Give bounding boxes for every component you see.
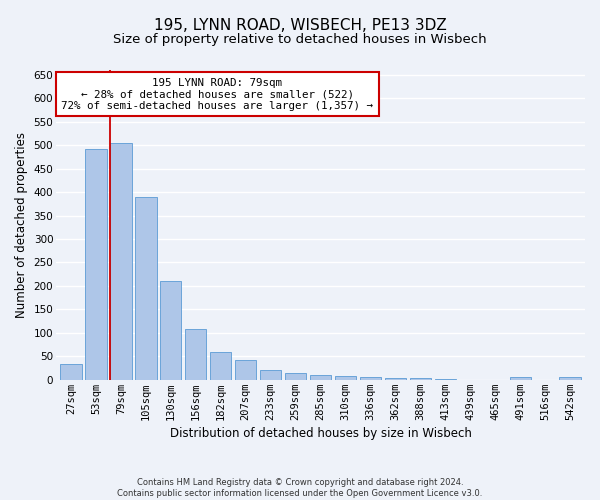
Bar — [210, 352, 232, 380]
Bar — [61, 364, 82, 380]
Bar — [335, 376, 356, 380]
Bar — [310, 375, 331, 380]
Bar — [260, 370, 281, 380]
Bar — [509, 378, 531, 380]
Text: 195 LYNN ROAD: 79sqm
← 28% of detached houses are smaller (522)
72% of semi-deta: 195 LYNN ROAD: 79sqm ← 28% of detached h… — [61, 78, 373, 111]
Text: Contains HM Land Registry data © Crown copyright and database right 2024.
Contai: Contains HM Land Registry data © Crown c… — [118, 478, 482, 498]
Bar — [434, 379, 456, 380]
Bar — [110, 143, 131, 380]
Text: 195, LYNN ROAD, WISBECH, PE13 3DZ: 195, LYNN ROAD, WISBECH, PE13 3DZ — [154, 18, 446, 32]
Bar — [235, 360, 256, 380]
Bar — [410, 378, 431, 380]
Bar — [135, 196, 157, 380]
Bar — [385, 378, 406, 380]
Bar — [160, 281, 181, 380]
Bar — [559, 378, 581, 380]
X-axis label: Distribution of detached houses by size in Wisbech: Distribution of detached houses by size … — [170, 427, 472, 440]
Bar — [360, 378, 381, 380]
Y-axis label: Number of detached properties: Number of detached properties — [15, 132, 28, 318]
Bar — [185, 329, 206, 380]
Bar — [285, 373, 306, 380]
Text: Size of property relative to detached houses in Wisbech: Size of property relative to detached ho… — [113, 32, 487, 46]
Bar — [85, 149, 107, 380]
